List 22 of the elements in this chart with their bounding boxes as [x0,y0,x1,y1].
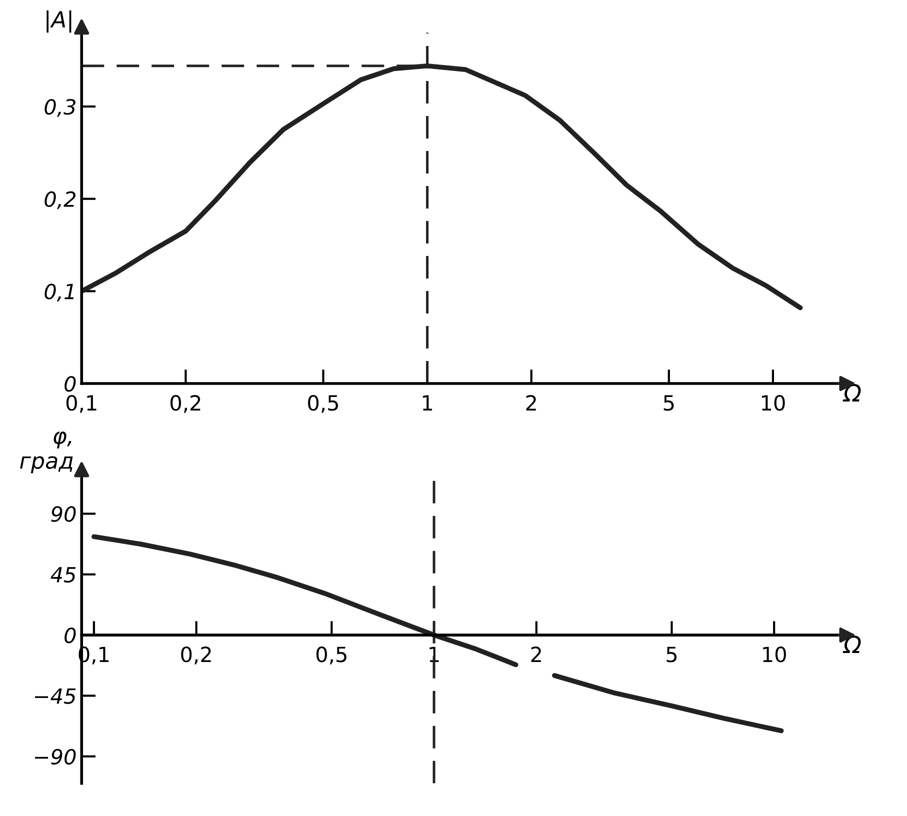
y-tick-label: 0,2 [44,191,76,210]
y-tick-label: 90 [51,506,76,522]
x-tick-label: 2 [526,395,536,410]
y-tick-label: 0,3 [44,98,76,117]
x-tick-label: 0,2 [181,646,211,664]
y-tick-label: 0 [64,628,76,644]
x-tick-label: 2 [531,646,541,662]
x-tick-label: 1 [422,395,432,410]
x-tick-label: 0,2 [170,395,200,413]
x-tick-label: 10 [762,395,785,411]
y-tick-label: 0,1 [44,284,74,302]
y-tick-label: −45 [35,688,76,704]
y-tick-label: 45 [50,567,76,583]
x-tick-label: 10 [763,646,786,662]
y-axis-title: |A| [46,10,72,33]
x-tick-label: 0,5 [316,646,346,664]
y-tick-label: 0 [64,376,76,392]
x-tick-label: 5 [664,395,674,411]
x-tick-label: 5 [666,646,677,662]
x-tick-label: 0,5 [308,395,338,413]
y-axis-title: φ, град [20,432,73,474]
y-tick-label: −90 [35,748,76,765]
